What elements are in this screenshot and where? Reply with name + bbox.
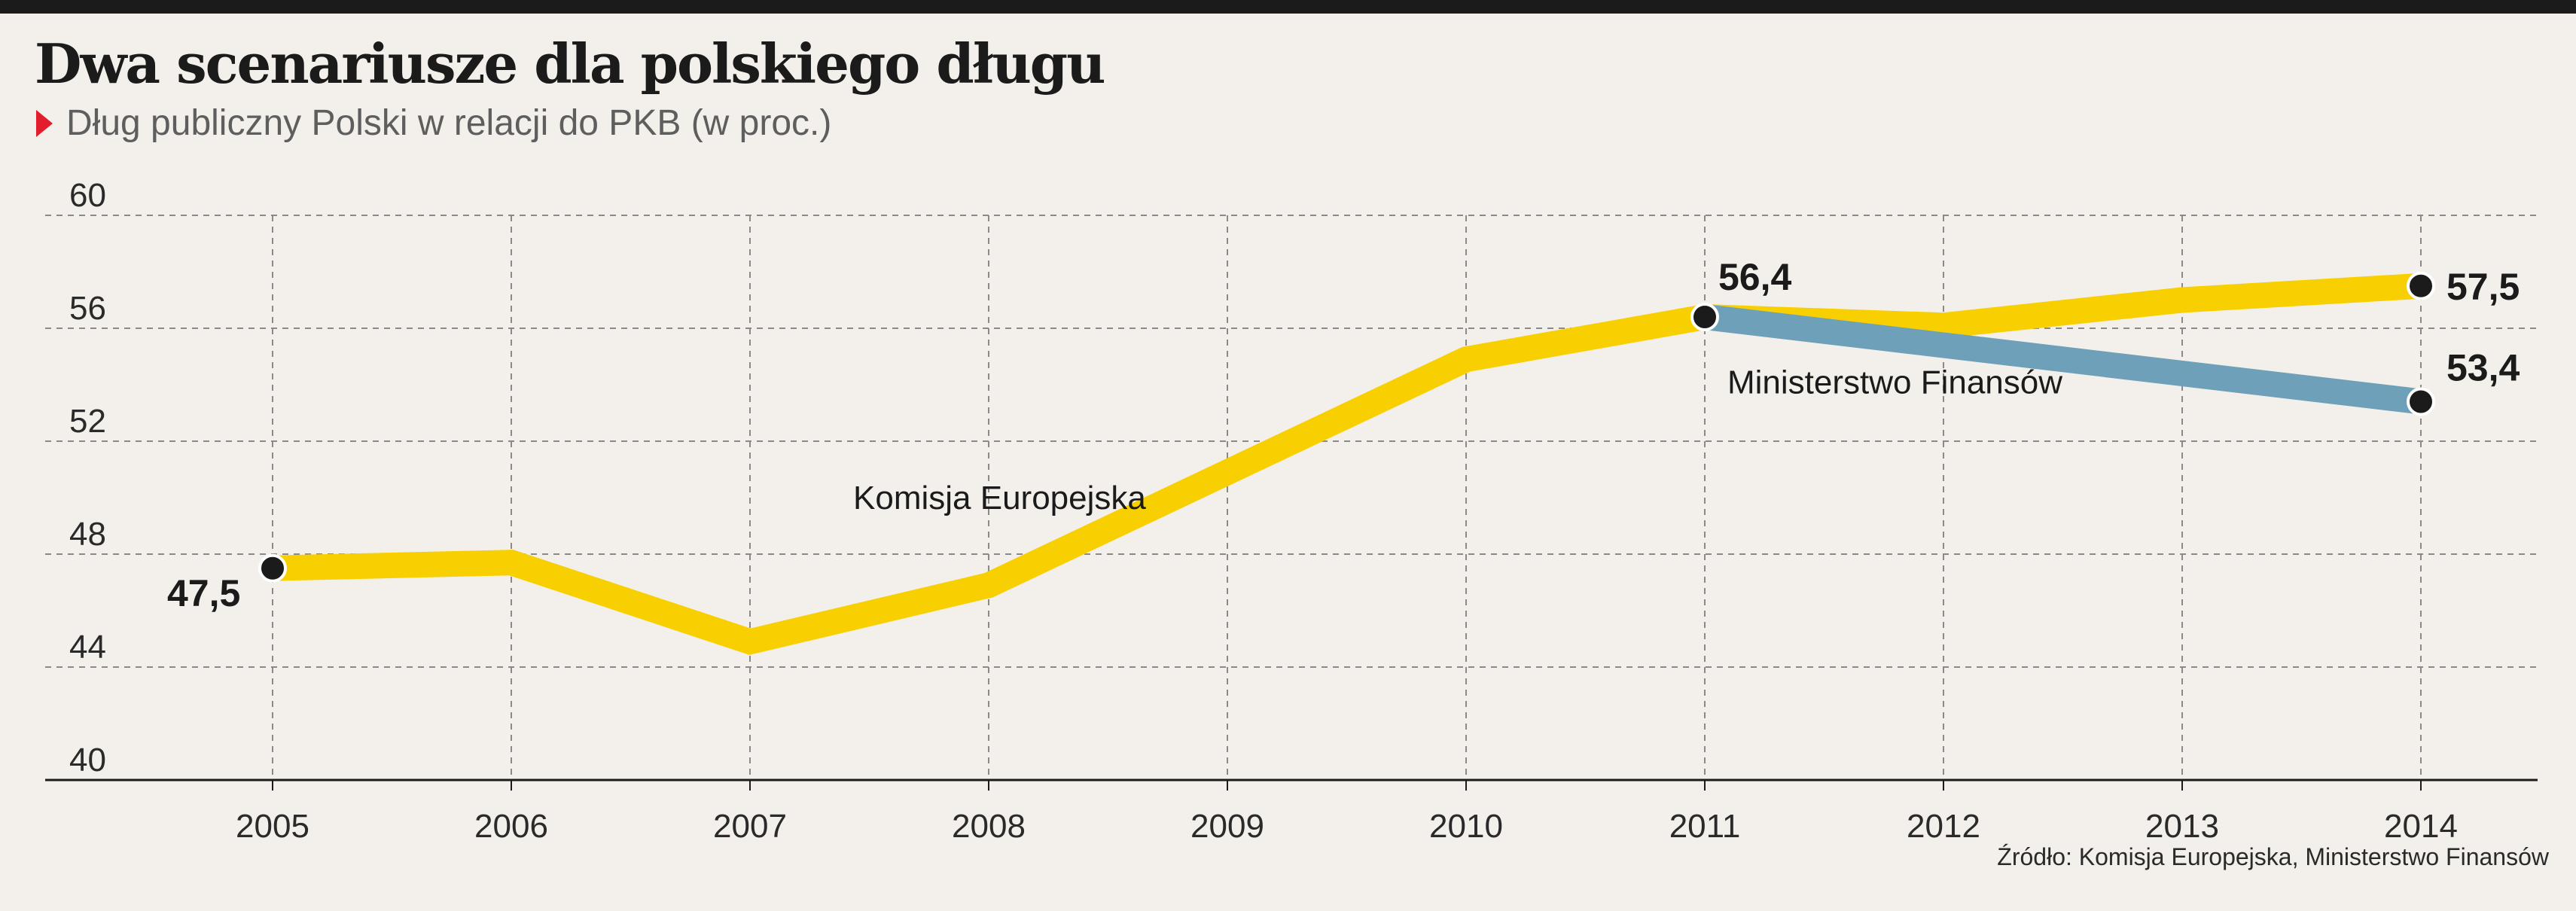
chart-subtitle: Dług publiczny Polski w relacji do PKB (… [36, 102, 831, 144]
x-tick-label-2006: 2006 [474, 808, 548, 845]
axes: 40 44 48 52 56 60 2005 2006 2007 2008 2009 2010 2011… [45, 177, 2538, 845]
data-point-2005-47-5 [258, 553, 287, 583]
x-tick-label-2007: 2007 [713, 808, 787, 845]
series-label-komisja-europejska: Komisja Europejska [853, 480, 1146, 516]
top-rule [0, 0, 2576, 14]
series-label-ministerstwo-finansow: Ministerstwo Finansów [1727, 364, 2062, 401]
y-tick-label-44: 44 [69, 629, 106, 666]
source-note: Źródło: Komisja Europejska, Ministerstwo… [1997, 843, 2549, 870]
x-tick-label-2013: 2013 [2145, 808, 2219, 845]
y-tick-label-52: 52 [69, 403, 106, 440]
x-tick-label-2008: 2008 [952, 808, 1026, 845]
data-points [258, 271, 2435, 583]
labels: 47,5 56,4 57,5 53,4 Komisja Europejska Minist… [167, 256, 2520, 614]
x-tick-label-2012: 2012 [1907, 808, 1980, 845]
x-tick-label-2011: 2011 [1669, 808, 1741, 845]
series [272, 273, 2422, 655]
chart-subtitle-text: Dług publiczny Polski w relacji do PKB (… [66, 103, 832, 143]
series-line-komisja-europejska [272, 273, 2422, 655]
data-point-2014-57-5 [2407, 271, 2435, 300]
y-tick-label-60: 60 [69, 177, 106, 214]
y-tick-label-56: 56 [69, 290, 106, 327]
y-tick-label-40: 40 [69, 742, 106, 778]
value-label-53-4: 53,4 [2446, 347, 2520, 389]
data-point-2014-53-4 [2407, 387, 2435, 416]
y-tick-label-48: 48 [69, 516, 106, 553]
series-line-ministerstwo-finansow [1703, 304, 2422, 415]
value-label-47-5: 47,5 [167, 572, 240, 614]
x-tick-label-2009: 2009 [1190, 808, 1264, 845]
chart-title: Dwa scenariusze dla polskiego długu [35, 32, 1105, 96]
value-label-57-5: 57,5 [2446, 266, 2520, 308]
x-tick-label-2005: 2005 [236, 808, 309, 845]
x-tick-label-2010: 2010 [1429, 808, 1503, 845]
x-tick-label-2014: 2014 [2384, 808, 2458, 845]
red-triangle-icon [36, 109, 53, 137]
value-label-56-4: 56,4 [1718, 256, 1792, 298]
data-point-2011-56-4 [1690, 303, 1719, 331]
